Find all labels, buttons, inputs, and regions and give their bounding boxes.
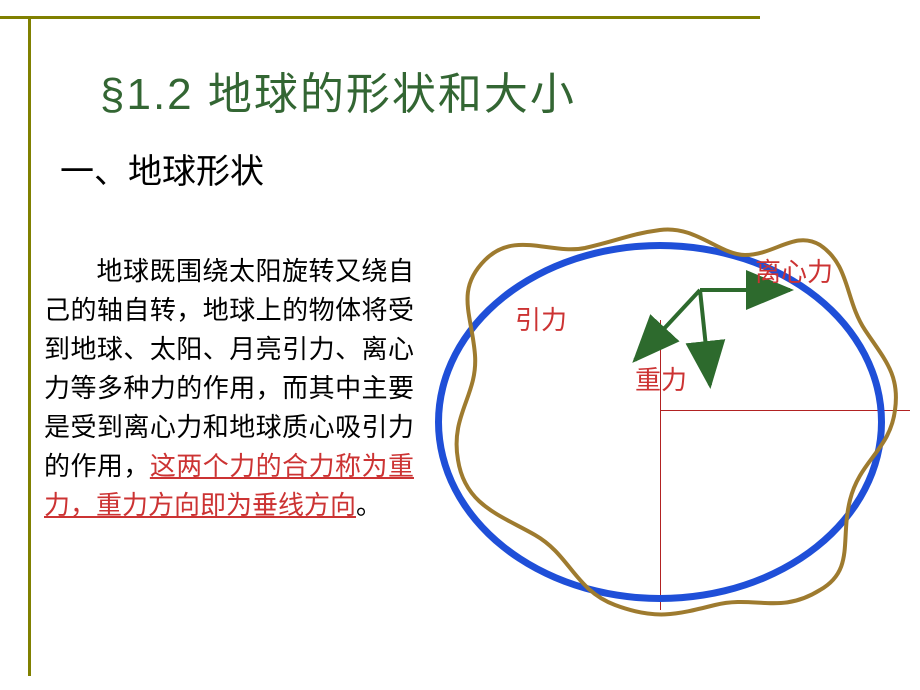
body-paragraph: 地球既围绕太阳旋转又绕自己的轴自转，地球上的物体将受到地球、太阳、月亮引力、离心… (44, 252, 414, 525)
slide-frame-left (28, 16, 31, 676)
diagram-svg (420, 200, 920, 620)
paragraph-suffix: 。 (356, 491, 382, 520)
label-attraction: 引力 (515, 300, 567, 337)
label-gravity: 重力 (635, 360, 687, 397)
slide-frame-top (0, 16, 760, 19)
label-centrifugal: 离心力 (755, 252, 833, 289)
section-heading: 一、地球形状 (60, 144, 264, 193)
arrow-attraction (635, 290, 700, 360)
arrow-gravity (700, 290, 710, 385)
earth-shape-diagram: 离心力 引力 重力 (420, 200, 920, 620)
paragraph-text: 地球既围绕太阳旋转又绕自己的轴自转，地球上的物体将受到地球、太阳、月亮引力、离心… (44, 257, 414, 481)
slide-title: §1.2 地球的形状和大小 (100, 58, 576, 122)
